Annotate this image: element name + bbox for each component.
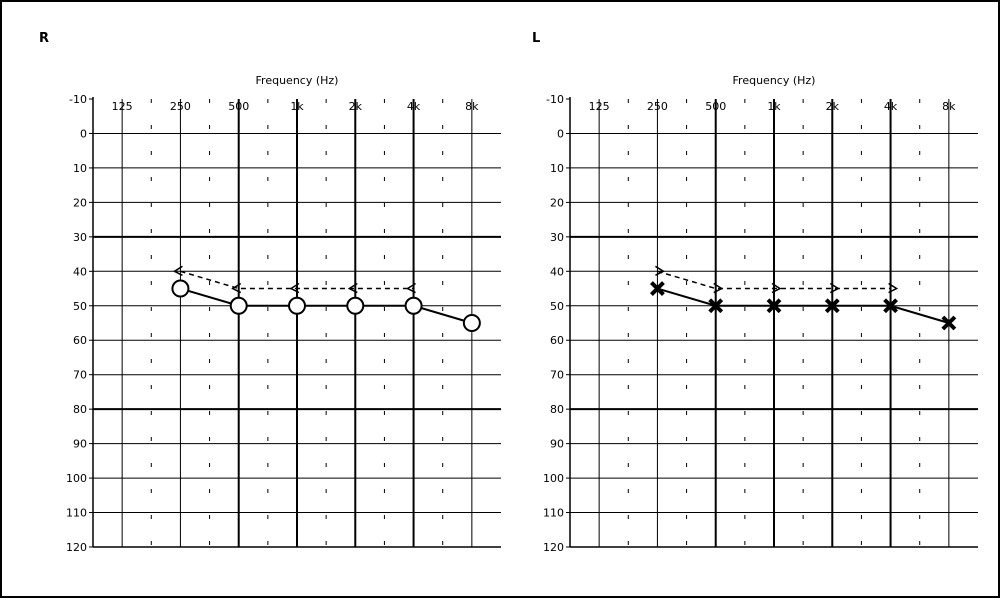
y-tick-label: 70 (73, 369, 87, 382)
series-line-bracket-right (657, 270, 891, 290)
y-tick-label: 60 (73, 334, 87, 347)
data-point-bracket (406, 282, 416, 294)
data-point-bracket (172, 265, 183, 276)
y-tick-label: -10 (546, 93, 564, 106)
x-axis-title: Frequency (Hz) (733, 74, 816, 87)
x-tick-label: 250 (170, 100, 191, 113)
data-point-bracket (231, 282, 242, 294)
x-tick-label: 125 (112, 100, 133, 113)
y-tick-label: 40 (550, 265, 564, 278)
data-point-circle (171, 279, 190, 298)
data-point-x (883, 298, 898, 314)
y-tick-label: 30 (73, 231, 87, 244)
y-tick-label: 20 (73, 196, 87, 209)
y-tick-label: 100 (543, 472, 564, 485)
y-tick-label: 100 (66, 472, 87, 485)
y-tick-label: -10 (69, 93, 87, 106)
y-tick-label: 20 (550, 196, 564, 209)
y-tick-label: 0 (80, 127, 87, 140)
y-tick-label: 90 (550, 438, 564, 451)
y-tick-label: 70 (550, 369, 564, 382)
y-tick-label: 30 (550, 231, 564, 244)
data-point-x (708, 298, 724, 314)
y-tick-label: 80 (550, 403, 564, 416)
x-tick-label: 250 (647, 100, 668, 113)
data-point-x (650, 281, 665, 296)
x-tick-label: 4k (407, 100, 421, 113)
y-tick-label: 120 (66, 541, 87, 554)
series-line-x (657, 287, 950, 324)
audiogram-L: L Frequency (Hz) -10 0 10 20 30 40 50 60 70 80 90 100… (532, 31, 978, 554)
data-point-circle (462, 314, 481, 332)
x-tick-label: 500 (228, 100, 249, 113)
x-tick-label: 2k (826, 100, 840, 113)
y-tick-label: 80 (73, 403, 87, 416)
data-point-circle (229, 296, 248, 315)
x-tick-label: 4k (884, 100, 898, 113)
y-tick-label: 50 (550, 300, 564, 313)
x-tick-label: 8k (942, 100, 956, 113)
y-tick-label: 0 (557, 127, 564, 140)
data-point-bracket (888, 282, 899, 294)
y-tick-label: 10 (550, 162, 564, 175)
data-point-x (824, 298, 840, 314)
ear-label: L (532, 31, 540, 46)
data-point-bracket (829, 282, 840, 294)
y-tick-label: 90 (73, 438, 87, 451)
y-tick-label: 110 (543, 507, 564, 520)
x-tick-label: 1k (290, 100, 304, 113)
x-tick-label: 125 (589, 100, 610, 113)
series-line-bracket-left (180, 270, 414, 290)
data-point-x (941, 315, 957, 331)
y-tick-label: 40 (73, 265, 87, 278)
y-tick-label: 120 (543, 541, 564, 554)
y-tick-label: 10 (73, 162, 87, 175)
data-point-bracket (713, 282, 724, 294)
data-point-bracket (655, 265, 665, 276)
data-point-bracket (771, 282, 782, 294)
y-tick-label: 50 (73, 300, 87, 313)
audiogram-R: R Frequency (Hz) -10 0 10 20 30 40 50 60 70 80 90 100… (39, 31, 501, 554)
x-tick-label: 1k (767, 100, 781, 113)
x-tick-label: 500 (705, 100, 726, 113)
ear-label: R (39, 31, 49, 46)
x-axis-title: Frequency (Hz) (256, 74, 339, 87)
data-point-bracket (347, 282, 358, 294)
x-tick-label: 2k (349, 100, 363, 113)
data-point-circle (404, 296, 423, 315)
data-point-bracket (289, 282, 300, 294)
series-line-circle (180, 287, 473, 324)
x-tick-label: 8k (465, 100, 479, 113)
y-tick-label: 60 (550, 334, 564, 347)
y-tick-label: 110 (66, 507, 87, 520)
data-point-circle (288, 296, 306, 315)
data-point-x (766, 298, 782, 314)
data-point-circle (346, 296, 365, 315)
